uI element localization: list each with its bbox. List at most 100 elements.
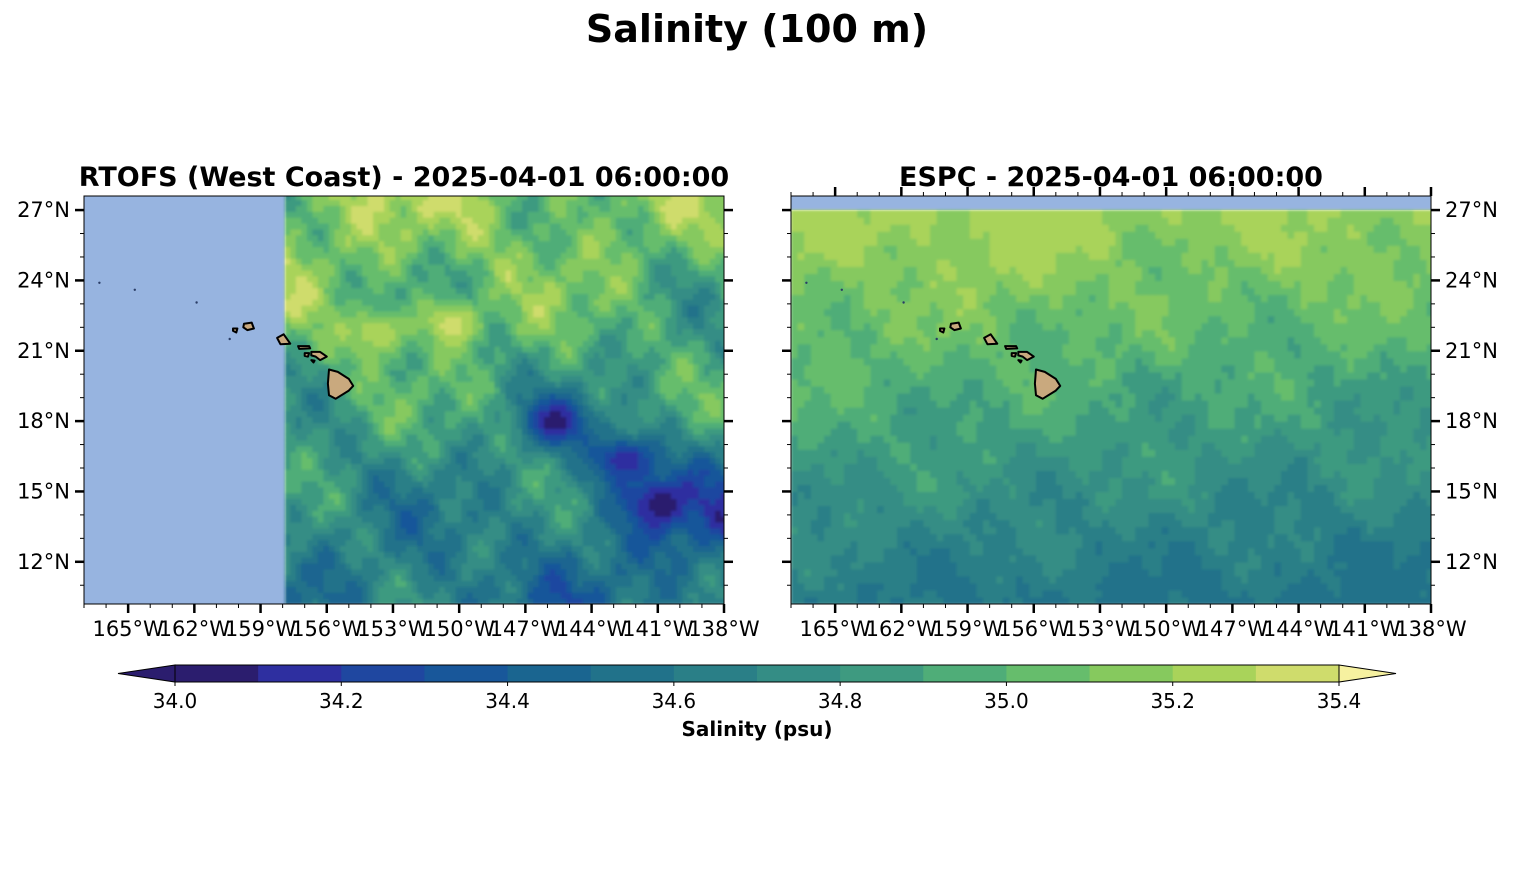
- salinity-cell: [604, 381, 611, 388]
- salinity-cell: [516, 439, 523, 447]
- salinity-cell: [356, 369, 363, 376]
- salinity-cell: [687, 346, 694, 353]
- salinity-cell: [461, 240, 468, 248]
- salinity-cell: [571, 258, 578, 265]
- salinity-cell: [417, 375, 424, 382]
- salinity-cell: [687, 381, 694, 388]
- salinity-cell: [395, 475, 402, 482]
- salinity-cell: [400, 387, 407, 394]
- salinity-cell: [676, 457, 683, 464]
- salinity-cell: [698, 457, 705, 464]
- salinity-cell: [544, 551, 551, 558]
- salinity-cell: [488, 240, 496, 248]
- salinity-cell: [571, 269, 578, 277]
- salinity-cell: [433, 451, 440, 459]
- salinity-cell: [682, 469, 689, 476]
- salinity-cell: [340, 445, 347, 453]
- salinity-cell: [306, 328, 314, 335]
- salinity-cell: [571, 328, 578, 335]
- salinity-cell: [682, 264, 689, 271]
- salinity-cell: [351, 334, 358, 341]
- salinity-cell: [693, 533, 700, 541]
- salinity-cell: [549, 445, 556, 453]
- salinity-cell: [323, 574, 330, 582]
- salinity-cell: [450, 392, 457, 400]
- salinity-cell: [340, 369, 347, 376]
- salinity-cell: [671, 299, 678, 306]
- salinity-cell: [312, 562, 319, 570]
- salinity-cell: [351, 340, 358, 347]
- salinity-cell: [709, 486, 716, 494]
- salinity-cell: [704, 392, 711, 400]
- salinity-cell: [610, 351, 617, 359]
- salinity-cell: [682, 375, 689, 382]
- salinity-cell: [693, 586, 700, 593]
- salinity-cell: [439, 580, 446, 588]
- salinity-cell: [356, 551, 363, 558]
- salinity-cell: [461, 398, 468, 406]
- salinity-cell: [466, 269, 474, 277]
- salinity-cell: [395, 428, 402, 435]
- salinity-cell: [637, 240, 645, 248]
- salinity-cell: [599, 346, 606, 353]
- salinity-cell: [621, 299, 628, 306]
- salinity-cell: [511, 287, 518, 294]
- salinity-cell: [560, 521, 567, 529]
- salinity-cell: [334, 275, 341, 283]
- salinity-cell: [511, 545, 518, 552]
- salinity-cell: [599, 545, 606, 552]
- salinity-cell: [544, 392, 551, 400]
- salinity-cell: [654, 258, 661, 265]
- salinity-cell: [367, 258, 374, 265]
- salinity-cell: [654, 281, 661, 289]
- salinity-cell: [588, 510, 595, 517]
- salinity-cell: [483, 264, 490, 271]
- salinity-cell: [488, 586, 496, 593]
- salinity-cell: [505, 275, 512, 283]
- salinity-cell: [455, 492, 462, 500]
- salinity-cell: [367, 457, 374, 464]
- salinity-cell: [632, 334, 639, 341]
- salinity-cell: [494, 492, 501, 500]
- salinity-cell: [621, 252, 628, 259]
- salinity-cell: [643, 463, 650, 470]
- salinity-cell: [455, 322, 462, 330]
- salinity-cell: [533, 539, 540, 546]
- salinity-cell: [362, 387, 369, 394]
- salinity-cell: [544, 305, 551, 312]
- salinity-cell: [593, 264, 600, 271]
- salinity-cell: [637, 387, 645, 394]
- salinity-cell: [693, 521, 700, 529]
- salinity-cell: [362, 410, 369, 418]
- salinity-cell: [582, 586, 589, 593]
- salinity-cell: [367, 375, 374, 382]
- salinity-cell: [682, 369, 689, 376]
- salinity-cell: [654, 310, 661, 318]
- salinity-cell: [615, 451, 622, 459]
- salinity-cell: [626, 475, 634, 482]
- salinity-cell: [373, 551, 380, 558]
- salinity-cell: [455, 328, 462, 335]
- salinity-cell: [323, 363, 330, 371]
- salinity-cell: [367, 398, 374, 406]
- salinity-cell: [306, 404, 314, 412]
- salinity-cell: [439, 299, 446, 306]
- salinity-cell: [417, 504, 424, 511]
- salinity-cell: [626, 410, 634, 418]
- salinity-cell: [378, 439, 385, 447]
- salinity-cell: [406, 316, 413, 324]
- salinity-cell: [709, 416, 716, 423]
- salinity-cell: [411, 328, 418, 335]
- salinity-cell: [560, 475, 567, 482]
- salinity-cell: [511, 428, 518, 435]
- salinity-cell: [328, 480, 336, 488]
- salinity-cell: [422, 568, 429, 576]
- salinity-cell: [522, 258, 529, 265]
- salinity-cell: [654, 422, 661, 429]
- salinity-cell: [637, 592, 645, 599]
- salinity-cell: [384, 439, 391, 447]
- salinity-cell: [455, 351, 462, 359]
- salinity-cell: [632, 568, 639, 576]
- salinity-cell: [715, 598, 722, 604]
- salinity-cell: [720, 469, 724, 476]
